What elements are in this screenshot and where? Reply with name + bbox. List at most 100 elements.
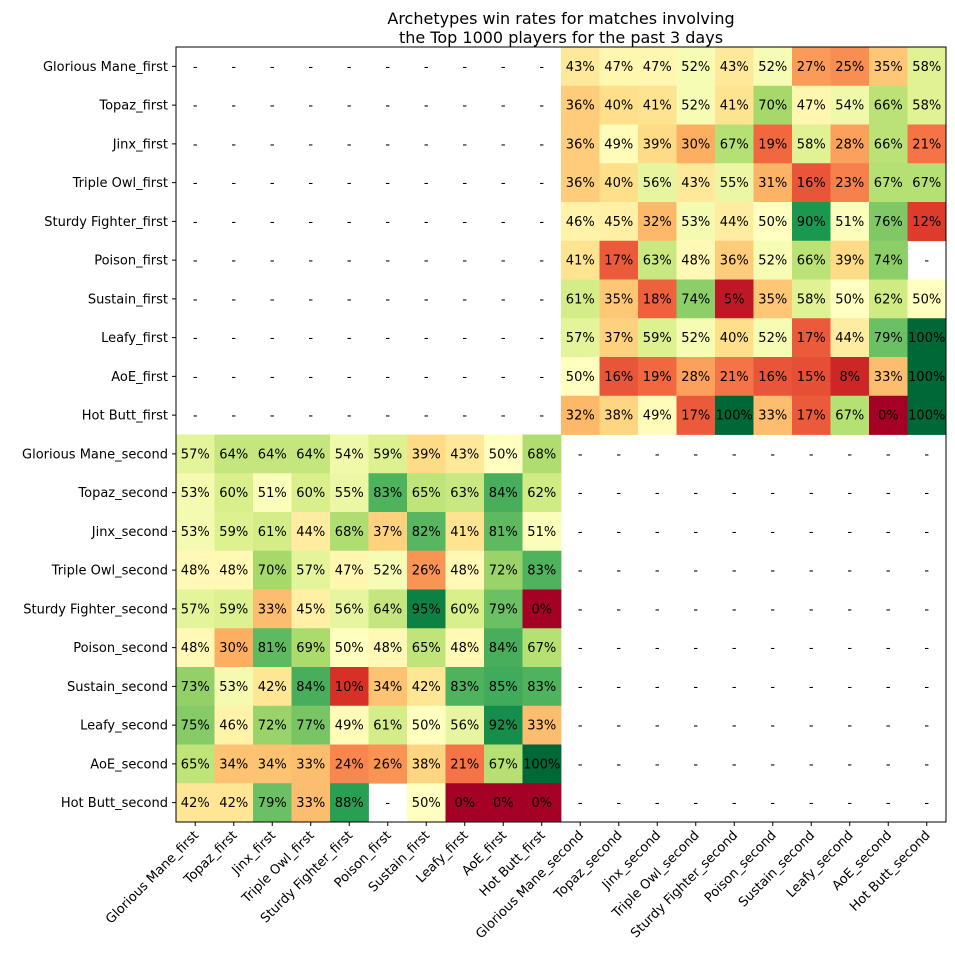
- heatmap-cell: [291, 473, 331, 513]
- cell-value-label: 50%: [758, 215, 787, 230]
- cell-value-label: -: [231, 176, 236, 191]
- y-tick-label: Poison_first: [94, 254, 168, 269]
- cell-value-label: -: [308, 254, 313, 269]
- cell-value-label: 15%: [797, 370, 826, 385]
- heatmap-cell: [484, 589, 523, 629]
- heatmap-cell: [676, 240, 716, 280]
- cell-value-label: -: [539, 331, 544, 346]
- cell-value-label: -: [231, 137, 236, 152]
- cell-value-label: 60%: [450, 602, 479, 617]
- cell-value-label: 56%: [335, 602, 364, 617]
- cell-value-label: 0%: [454, 796, 475, 811]
- heatmap-cell: [715, 47, 754, 87]
- cell-value-label: -: [578, 757, 583, 772]
- cell-value-label: 88%: [335, 796, 364, 811]
- cell-value-label: -: [193, 292, 198, 307]
- cell-value-label: -: [462, 215, 467, 230]
- cell-value-label: -: [308, 60, 313, 75]
- heatmap-cell: [715, 240, 754, 280]
- heatmap-cell: [599, 395, 639, 435]
- cell-value-label: 40%: [604, 176, 633, 191]
- cell-value-label: -: [308, 99, 313, 114]
- y-tick-label: Sturdy Fighter_second: [23, 602, 168, 617]
- cell-value-label: 53%: [181, 525, 210, 540]
- cell-value-label: 44%: [720, 215, 749, 230]
- cell-value-label: 33%: [258, 602, 287, 617]
- cell-value-label: -: [809, 719, 814, 734]
- heatmap-cell: [753, 163, 793, 203]
- cell-value-label: 45%: [296, 602, 325, 617]
- cell-value-label: 18%: [643, 292, 672, 307]
- heatmap-cell: [407, 473, 446, 513]
- cell-value-label: 12%: [912, 215, 941, 230]
- heatmap-cell: [907, 279, 947, 319]
- cell-value-label: -: [231, 409, 236, 424]
- heatmap-cell: [214, 783, 254, 823]
- cell-value-label: -: [424, 370, 429, 385]
- cell-value-label: 47%: [643, 60, 672, 75]
- heatmap-cell: [522, 705, 562, 745]
- cell-value-label: 59%: [219, 602, 248, 617]
- cell-value-label: -: [270, 292, 275, 307]
- cell-value-label: -: [462, 331, 467, 346]
- cell-value-label: -: [462, 409, 467, 424]
- cell-value-label: -: [886, 641, 891, 656]
- cell-value-label: -: [385, 254, 390, 269]
- cell-value-label: -: [770, 525, 775, 540]
- cell-value-label: -: [462, 99, 467, 114]
- y-tick-label: Topaz_first: [98, 99, 168, 114]
- cell-value-label: -: [924, 602, 929, 617]
- heatmap-cell: [638, 240, 677, 280]
- heatmap-cell: [445, 550, 485, 590]
- cell-value-label: 42%: [219, 796, 248, 811]
- cell-value-label: -: [578, 486, 583, 501]
- cell-value-label: -: [616, 757, 621, 772]
- heatmap-cell: [753, 85, 793, 125]
- heatmap-cell: [522, 473, 562, 513]
- cell-value-label: -: [847, 796, 852, 811]
- heatmap-cell: [907, 318, 947, 358]
- heatmap-cell: [676, 279, 716, 319]
- cell-value-label: 81%: [489, 525, 518, 540]
- y-tick-label: Sturdy Fighter_first: [44, 215, 168, 230]
- heatmap-cell: [484, 705, 523, 745]
- cell-value-label: -: [385, 99, 390, 114]
- cell-value-label: 48%: [450, 564, 479, 579]
- heatmap-cell: [214, 550, 254, 590]
- cell-value-label: 35%: [604, 292, 633, 307]
- heatmap-cell: [638, 279, 677, 319]
- cell-value-label: -: [616, 641, 621, 656]
- cell-value-label: 67%: [720, 137, 749, 152]
- cell-value-label: 39%: [835, 254, 864, 269]
- cell-value-label: -: [809, 602, 814, 617]
- cell-value-label: -: [231, 99, 236, 114]
- cell-value-label: 36%: [566, 99, 595, 114]
- cell-value-label: 65%: [412, 641, 441, 656]
- cell-value-label: 58%: [912, 60, 941, 75]
- cell-value-label: -: [924, 641, 929, 656]
- cell-value-label: -: [847, 486, 852, 501]
- cell-value-label: 35%: [874, 60, 903, 75]
- heatmap-cell: [445, 705, 485, 745]
- cell-value-label: -: [385, 331, 390, 346]
- cell-value-label: -: [501, 176, 506, 191]
- heatmap-cell: [407, 705, 446, 745]
- heatmap-cell: [561, 85, 600, 125]
- cell-value-label: 83%: [527, 564, 556, 579]
- cell-value-label: 53%: [681, 215, 710, 230]
- cell-value-label: 83%: [373, 486, 402, 501]
- cell-value-label: 33%: [296, 796, 325, 811]
- cell-value-label: 43%: [681, 176, 710, 191]
- cell-value-label: 52%: [373, 564, 402, 579]
- heatmap-cell: [869, 318, 908, 358]
- cell-value-label: 25%: [835, 60, 864, 75]
- cell-value-label: -: [847, 602, 852, 617]
- cell-value-label: 58%: [797, 292, 826, 307]
- cell-value-label: 62%: [527, 486, 556, 501]
- cell-value-label: -: [924, 254, 929, 269]
- heatmap-cell: [753, 47, 793, 87]
- cell-value-label: 60%: [296, 486, 325, 501]
- cell-value-label: 41%: [720, 99, 749, 114]
- cell-value-label: -: [385, 796, 390, 811]
